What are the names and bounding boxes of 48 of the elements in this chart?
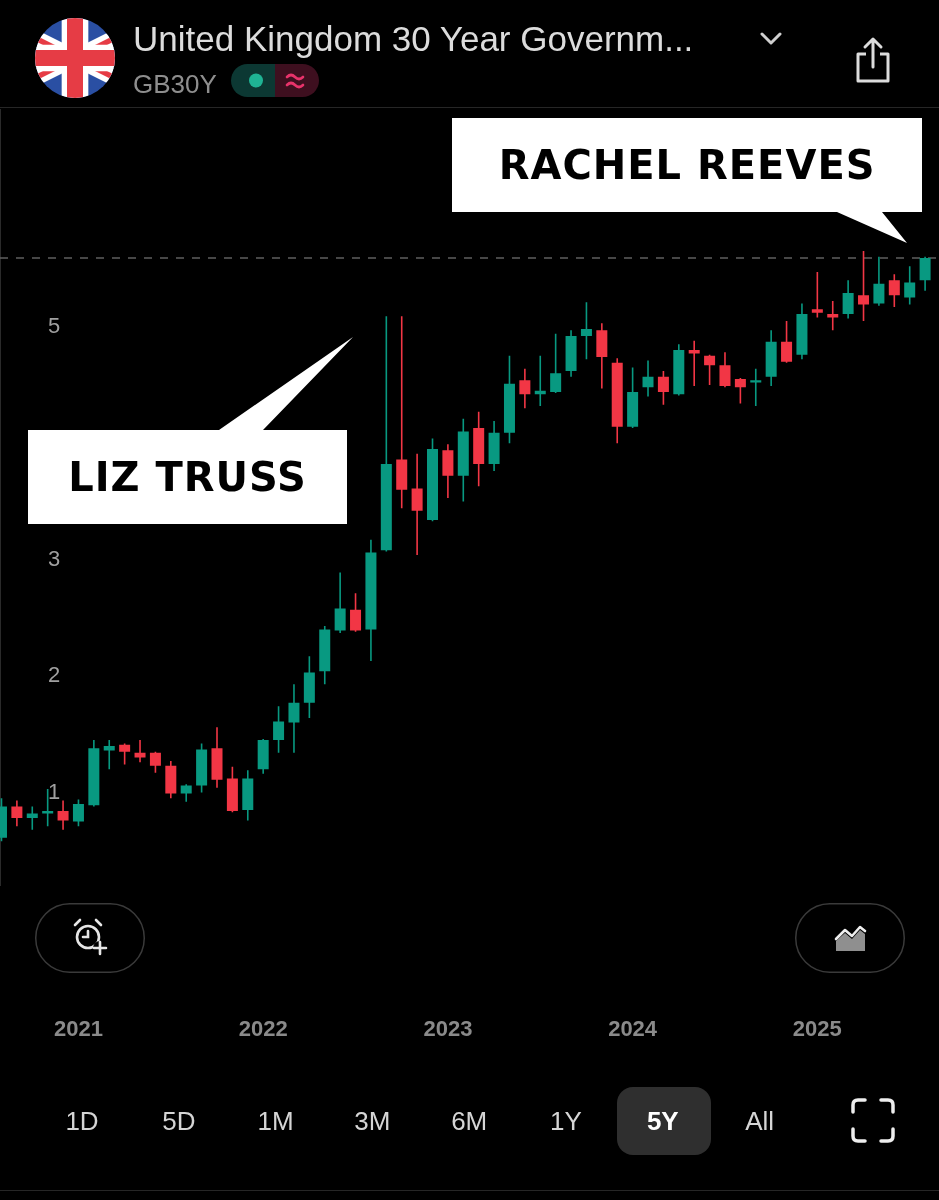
candlestick [411, 453, 423, 555]
candlestick [288, 684, 300, 753]
annotation: RACHEL REEVES [498, 140, 876, 189]
candlestick [827, 301, 839, 331]
candlestick [457, 418, 469, 502]
text: 1M [257, 1105, 294, 1137]
y-tick-label: 5 [48, 312, 61, 338]
candlestick [242, 770, 254, 821]
annotation: LIZ TRUSS [68, 453, 307, 501]
y-tick-label: 1 [48, 778, 61, 804]
candlestick [719, 352, 731, 388]
candlestick [519, 368, 531, 409]
candlestick [211, 727, 223, 788]
candlestick [688, 340, 700, 387]
candlestick [134, 740, 146, 763]
candlestick [442, 444, 454, 498]
text: 6M [451, 1105, 488, 1137]
candlestick [334, 572, 346, 633]
candlestick [396, 316, 408, 509]
text: All [745, 1105, 775, 1137]
candlestick [57, 800, 69, 830]
x-tick-label: 2025 [792, 1015, 842, 1041]
text: 5D [162, 1105, 196, 1137]
candlestick [180, 784, 192, 802]
candlestick [534, 355, 546, 406]
text: 5Y [646, 1105, 679, 1137]
text: 3M [354, 1105, 391, 1137]
candlestick [11, 800, 23, 827]
candlestick [642, 360, 654, 397]
x-tick-label: 2023 [423, 1015, 473, 1041]
candlestick [873, 256, 885, 306]
candlestick [750, 368, 762, 406]
x-tick-label: 2024 [608, 1015, 658, 1041]
candlestick [919, 256, 931, 291]
y-tick-label: 2 [48, 662, 61, 688]
text: 1Y [550, 1105, 582, 1137]
x-tick-label: 2022 [238, 1015, 288, 1041]
text: 1D [65, 1105, 99, 1137]
candlestick [765, 330, 777, 387]
chart-title: United Kingdom 30 Year Governm... [133, 19, 694, 59]
candlestick [26, 806, 38, 830]
candlestick [596, 323, 608, 389]
x-tick-label: 2021 [53, 1015, 103, 1041]
candlestick [842, 280, 854, 319]
y-tick-label: 3 [48, 545, 61, 571]
candlestick [904, 266, 916, 305]
chart-subtitle: GB30Y [133, 68, 217, 100]
candlestick [103, 740, 115, 770]
